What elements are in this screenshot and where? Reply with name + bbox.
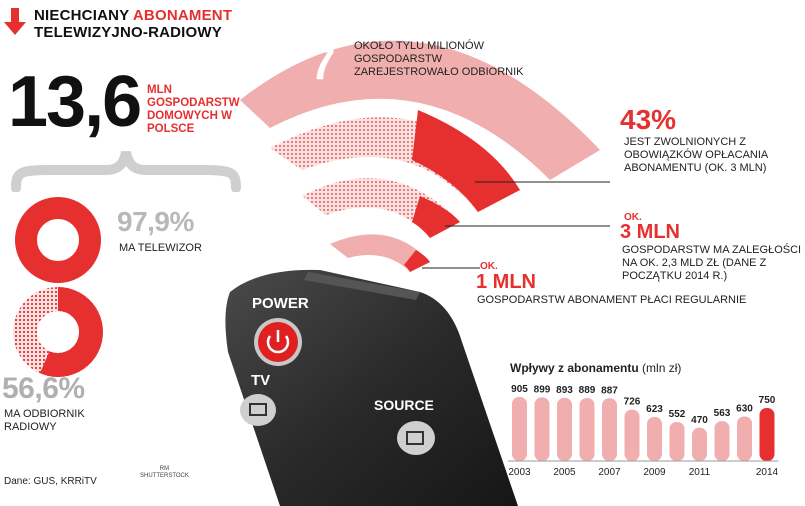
chart-unit: (mln zł) bbox=[642, 361, 682, 375]
bar-value-2009: 623 bbox=[646, 404, 663, 415]
stat-1mln-label: GOSPODARSTW ABONAMENT PŁACI REGULARNIE bbox=[477, 294, 747, 306]
bar-value-2003: 905 bbox=[511, 384, 528, 395]
bar-value-2011: 470 bbox=[691, 415, 708, 426]
tv-label: MA TELEWIZOR bbox=[119, 242, 202, 254]
bar-value-2010: 552 bbox=[669, 409, 686, 420]
x-tick-2007: 2007 bbox=[598, 467, 621, 478]
bar-value-2004: 899 bbox=[534, 384, 551, 395]
arc-3mln-red bbox=[412, 196, 460, 238]
bar-2011 bbox=[692, 427, 707, 461]
arc-1mln bbox=[330, 234, 430, 272]
tv-donut-ring bbox=[15, 197, 101, 283]
x-tick-2005: 2005 bbox=[553, 467, 576, 478]
bar-value-2005: 893 bbox=[556, 385, 573, 396]
bar-2013 bbox=[737, 416, 752, 461]
bar-value-2007: 887 bbox=[601, 385, 618, 396]
stat-43-label: JEST ZWOLNIONYCH Z OBOWIĄZKÓW OPŁACANIA … bbox=[624, 136, 768, 174]
remote-power-label: POWER bbox=[252, 295, 309, 312]
bar-chart: 905 899 893 889 887 726 623 552 470 563 630 750 2003… bbox=[508, 384, 779, 478]
radio-pct: 56,6% bbox=[2, 372, 85, 405]
page-title: NIECHCIANY ABONAMENT TELEWIZYJNO-RADIOWY bbox=[34, 7, 232, 41]
bar-2007 bbox=[602, 398, 617, 461]
brace-icon bbox=[11, 150, 241, 192]
power-icon bbox=[266, 335, 290, 354]
arrow-down-icon bbox=[4, 8, 26, 35]
title-line2: TELEWIZYJNO-RADIOWY bbox=[34, 24, 222, 41]
bar-2008 bbox=[624, 409, 640, 461]
bar-value-2013: 630 bbox=[736, 403, 753, 414]
stat-43-value: 43% bbox=[620, 104, 677, 135]
bar-2010 bbox=[669, 421, 685, 461]
bar-value-2014: 750 bbox=[759, 395, 776, 406]
households-label: MLN GOSPODARSTW DOMOWYCH W POLSCE bbox=[147, 84, 240, 135]
bar-2005 bbox=[557, 397, 572, 461]
x-tick-2009: 2009 bbox=[643, 467, 666, 478]
tv-button[interactable] bbox=[240, 394, 276, 426]
source-icon bbox=[406, 431, 424, 445]
signal-arcs bbox=[240, 40, 610, 272]
x-tick-2003: 2003 bbox=[508, 467, 531, 478]
bar-2012 bbox=[714, 421, 730, 461]
tv-donut bbox=[15, 197, 101, 283]
radio-label: MA ODBIORNIK RADIOWY bbox=[4, 408, 85, 433]
source-note: Dane: GUS, KRRiTV bbox=[4, 476, 97, 487]
remote-control bbox=[225, 269, 518, 506]
arc-outer bbox=[240, 40, 600, 180]
households-value: 13,6 bbox=[8, 62, 142, 142]
bar-2014 bbox=[759, 407, 775, 461]
arc-1mln-red bbox=[404, 250, 430, 272]
radio-donut-arc bbox=[39, 287, 103, 377]
stat-1mln-value: 1 MLN bbox=[476, 271, 536, 293]
stat-7-label: OKOŁO TYLU MILIONÓW GOSPODARSTW ZAREJEST… bbox=[354, 40, 524, 78]
arc-43-red bbox=[412, 110, 520, 212]
bar-value-2012: 563 bbox=[714, 408, 731, 419]
bar-2009 bbox=[647, 416, 662, 461]
bar-2003 bbox=[512, 397, 527, 461]
tv-pct: 97,9% bbox=[117, 206, 194, 237]
title-part2: ABONAMENT bbox=[132, 7, 233, 24]
chart-title: Wpływy z abonamentu (mln zł) bbox=[510, 361, 681, 375]
source-button[interactable] bbox=[397, 421, 435, 455]
title-part1: NIECHCIANY bbox=[34, 7, 130, 24]
bar-2004 bbox=[534, 397, 550, 461]
stat-7-value: 7 bbox=[310, 37, 336, 89]
remote-tv-label: TV bbox=[251, 372, 271, 389]
x-tick-2011: 2011 bbox=[689, 467, 711, 478]
tv-icon bbox=[249, 403, 267, 416]
stat-3mln-prefix: OK. bbox=[624, 212, 642, 223]
photo-credit: RM SHUTTERSTOCK bbox=[140, 466, 189, 479]
bar-value-2006: 889 bbox=[579, 385, 596, 396]
chart-title-text: Wpływy z abonamentu bbox=[510, 361, 639, 375]
remote-source-label: SOURCE bbox=[374, 397, 434, 413]
radio-donut bbox=[13, 287, 103, 377]
x-tick-2014: 2014 bbox=[756, 467, 779, 478]
bar-2006 bbox=[579, 398, 595, 461]
stat-3mln-label: GOSPODARSTW MA ZALEGŁOŚCI NA OK. 2,3 MLD… bbox=[622, 244, 802, 282]
bar-value-2008: 726 bbox=[624, 397, 641, 408]
stat-3mln-value: 3 MLN bbox=[620, 221, 680, 243]
stat-1mln-prefix: OK. bbox=[480, 261, 498, 272]
